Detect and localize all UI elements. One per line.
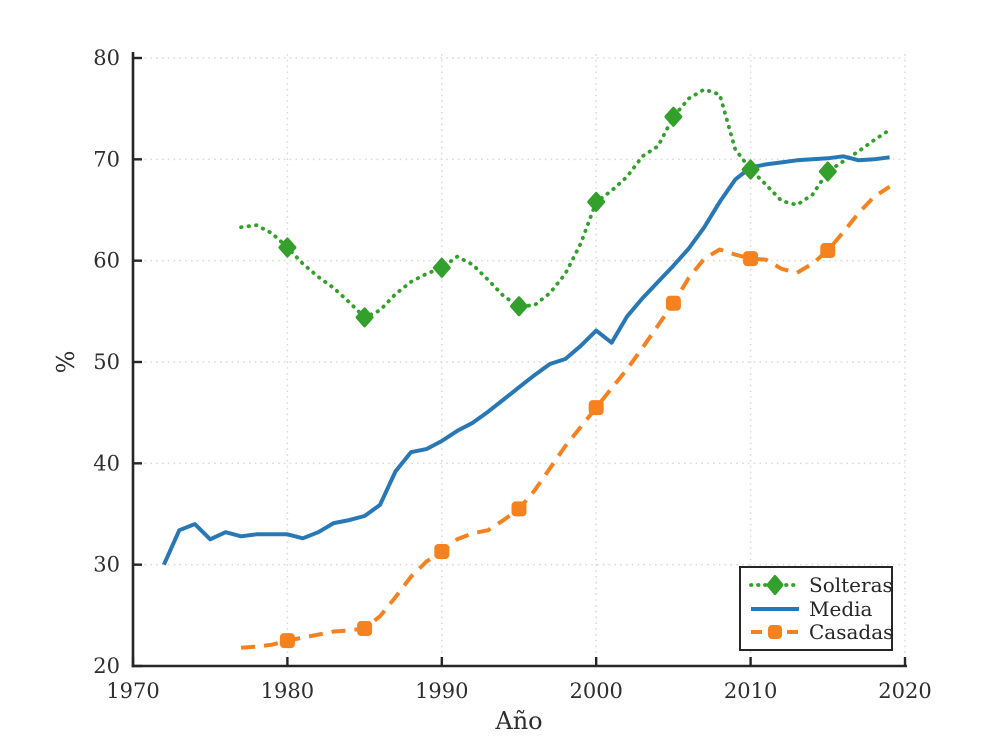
marker-casadas xyxy=(434,543,450,559)
marker-casadas xyxy=(511,501,527,517)
x-tick-label: 2010 xyxy=(724,679,777,703)
marker-solteras xyxy=(587,191,606,212)
legend-label-solteras: Solteras xyxy=(809,572,893,597)
y-tick-label: 30 xyxy=(93,553,120,577)
legend-label-media: Media xyxy=(809,596,873,621)
series-line-casadas xyxy=(240,185,891,650)
legend-item-media: Media xyxy=(748,597,885,621)
casadas-dashed-line-icon xyxy=(751,625,799,640)
marker-casadas xyxy=(357,621,373,637)
y-tick-label: 50 xyxy=(93,350,120,374)
y-tick-label: 20 xyxy=(93,654,120,678)
y-tick-label: 40 xyxy=(93,451,120,475)
legend-item-solteras: Solteras xyxy=(748,573,893,597)
marker-solteras xyxy=(278,237,297,258)
marker-solteras xyxy=(355,307,374,328)
x-axis-label: Año xyxy=(494,707,542,735)
x-tick-label: 2020 xyxy=(878,679,931,703)
y-tick-label: 80 xyxy=(93,46,120,70)
y-tick-label: 70 xyxy=(93,147,120,171)
y-tick-label: 60 xyxy=(93,249,120,273)
series-line-solteras xyxy=(239,87,892,320)
marker-solteras xyxy=(741,159,760,180)
marker-casadas xyxy=(743,251,759,267)
marker-solteras xyxy=(432,257,451,278)
marker-casadas xyxy=(665,295,681,311)
marker-casadas xyxy=(588,400,604,416)
x-tick-label: 2000 xyxy=(569,679,622,703)
solteras-dotted-line-icon xyxy=(749,574,801,595)
marker-solteras xyxy=(664,106,683,127)
marker-casadas xyxy=(820,243,836,259)
series-line-media xyxy=(162,154,890,566)
x-tick-label: 1980 xyxy=(261,679,314,703)
marker-casadas xyxy=(279,633,295,649)
x-tick-label: 1970 xyxy=(106,679,159,703)
legend-item-casadas: Casadas xyxy=(748,620,893,644)
x-tick-label: 1990 xyxy=(415,679,468,703)
media-solid-line-icon xyxy=(751,606,799,611)
marker-solteras xyxy=(818,161,837,182)
legend: Solteras Media Casadas xyxy=(739,566,893,651)
marker-solteras xyxy=(510,296,528,317)
legend-label-casadas: Casadas xyxy=(809,620,894,645)
y-axis-label: % xyxy=(52,351,80,374)
